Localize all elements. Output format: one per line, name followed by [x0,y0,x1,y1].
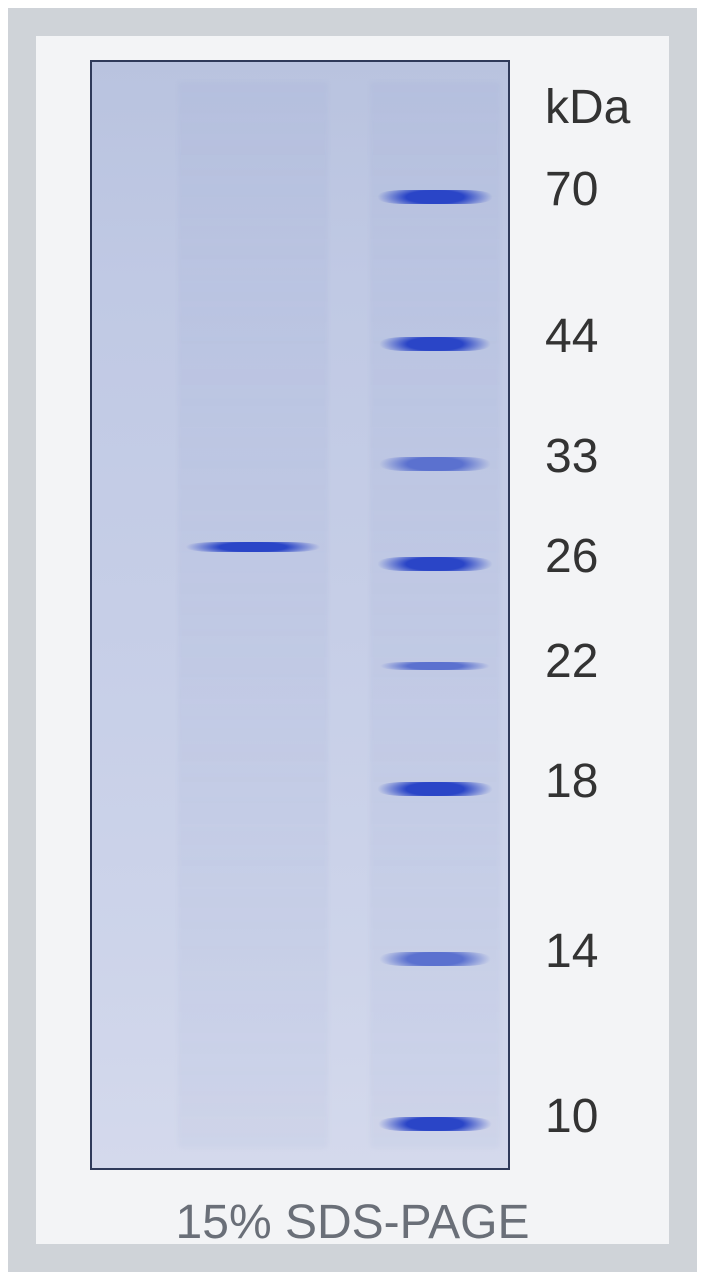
marker-band-26 [375,557,495,571]
gel-image [90,60,510,1170]
mw-label-14: 14 [545,924,598,979]
sample-lane-smear [178,82,328,1148]
marker-band-33 [377,457,493,471]
mw-label-18: 18 [545,754,598,809]
mw-label-33: 33 [545,429,598,484]
mw-label-22: 22 [545,634,598,689]
gel-caption: 15% SDS-PAGE [0,1195,705,1250]
marker-lane-smear [370,82,500,1148]
unit-label: kDa [545,80,630,135]
mw-label-70: 70 [545,162,598,217]
mw-label-10: 10 [545,1089,598,1144]
marker-band-70 [375,190,495,204]
marker-band-22 [378,662,492,670]
marker-band-10 [376,1117,494,1131]
sample-band [183,542,323,552]
mw-label-44: 44 [545,309,598,364]
mw-label-26: 26 [545,529,598,584]
marker-band-44 [377,337,493,351]
marker-band-14 [377,952,493,966]
marker-band-18 [375,782,495,796]
